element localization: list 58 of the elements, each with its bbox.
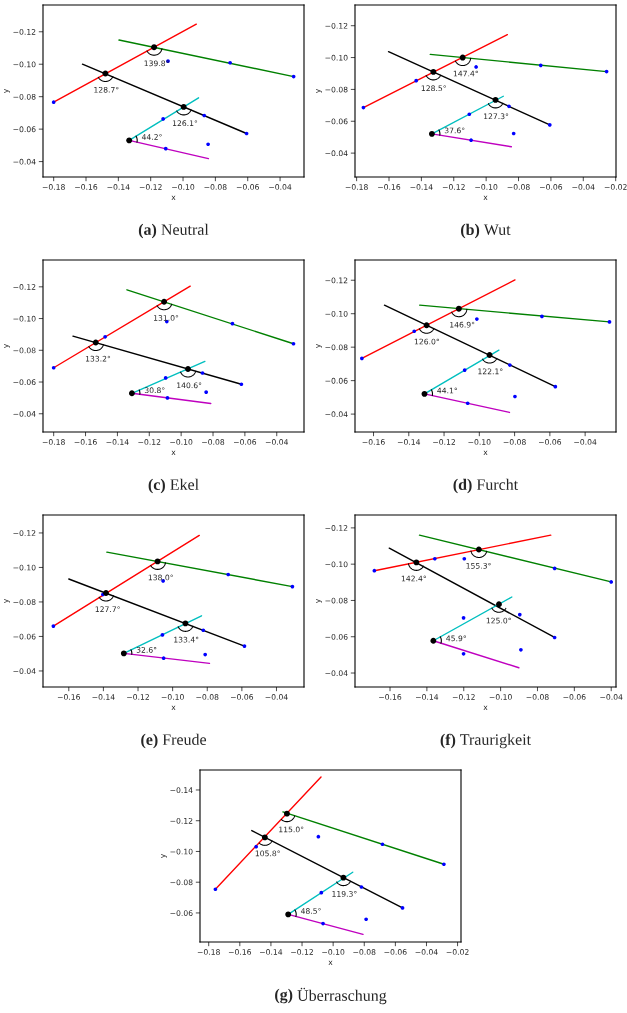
point	[461, 616, 466, 620]
point	[242, 644, 247, 648]
point	[239, 382, 244, 387]
text: (a) Neutral	[138, 223, 209, 239]
point	[462, 556, 467, 561]
point	[316, 834, 321, 839]
point	[160, 633, 165, 637]
point	[203, 652, 208, 657]
point	[202, 113, 207, 118]
point	[513, 394, 517, 399]
point	[51, 365, 56, 370]
point	[461, 651, 466, 656]
point	[609, 580, 614, 584]
point	[469, 138, 473, 143]
point	[359, 885, 364, 889]
point	[400, 906, 405, 910]
point	[51, 624, 56, 628]
text: (b) Wut	[461, 223, 511, 239]
text: (g) Überraschung	[275, 987, 387, 1005]
point	[508, 363, 512, 367]
point	[607, 320, 612, 324]
point	[206, 142, 210, 147]
point	[321, 921, 325, 926]
point	[442, 862, 446, 867]
point	[462, 368, 467, 372]
point	[165, 396, 170, 400]
text: (c) Ekel	[148, 478, 199, 494]
point	[507, 104, 511, 109]
point	[161, 656, 166, 661]
point	[519, 647, 523, 652]
point	[474, 65, 478, 69]
point	[360, 356, 364, 361]
point	[538, 63, 543, 68]
point	[51, 100, 56, 105]
point	[103, 334, 107, 339]
text: (e) Freude	[141, 733, 207, 749]
point	[200, 371, 205, 375]
point	[163, 146, 168, 151]
point	[161, 117, 165, 121]
point	[201, 628, 206, 633]
point	[517, 612, 522, 617]
point	[204, 390, 208, 395]
point	[465, 401, 470, 406]
point	[291, 341, 296, 346]
text: (d) Furcht	[453, 478, 519, 494]
point	[412, 329, 417, 334]
point	[226, 572, 231, 577]
point	[414, 78, 419, 83]
point	[228, 60, 232, 65]
text: (f) Traurigkeit	[440, 733, 531, 749]
point	[380, 842, 385, 847]
point	[547, 123, 552, 127]
point	[467, 112, 472, 117]
point	[213, 887, 218, 892]
point	[432, 556, 437, 561]
point	[475, 317, 479, 321]
point	[254, 844, 258, 849]
point	[364, 917, 368, 922]
